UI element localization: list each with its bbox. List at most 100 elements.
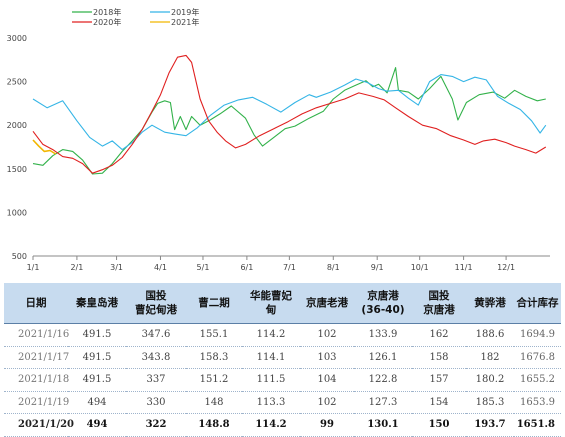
y-tick-label: 1500 <box>7 165 27 174</box>
total-cell: 1653.9 <box>514 391 561 414</box>
value-cell: 127.3 <box>354 391 412 414</box>
series-line-2019年 <box>32 74 547 151</box>
value-cell: 337 <box>126 368 186 392</box>
legend-label: 2021年 <box>171 17 199 27</box>
value-cell: 148 <box>186 391 242 414</box>
value-cell: 322 <box>126 413 186 437</box>
value-cell: 182 <box>466 346 514 369</box>
x-axis: 1/1 2/1 3/1 4/1 5/1 6/1 7/1 8/1 9/1 10/1 11/1 12/1 <box>27 255 550 272</box>
total-cell: 1655.2 <box>514 368 561 392</box>
x-tick-label: 6/1 <box>240 263 253 272</box>
table-header-row: 日期 秦皇岛港 国投 曹妃甸港 曹二期 华能曹妃甸京唐老港 京唐港 (36-40) 国投 京唐港黄… <box>4 283 561 324</box>
column-header: 京唐港 (36-40) <box>354 283 412 324</box>
value-cell: 193.7 <box>466 413 514 437</box>
value-cell: 154 <box>412 391 466 414</box>
y-tick-label: 500 <box>12 252 27 261</box>
x-tick-label: 12/1 <box>497 263 515 272</box>
column-header-text: 甸 <box>265 304 277 316</box>
y-tick-label: 2000 <box>7 121 27 130</box>
table-row: 2021/1/18 491.5 337 151.2 111.5 104 122.8 157 18… <box>4 368 561 392</box>
column-header: 国投 曹妃甸港 <box>126 283 186 324</box>
value-cell: 113.3 <box>242 391 300 414</box>
date-cell: 2021/1/19 <box>4 391 69 414</box>
value-cell: 114.2 <box>242 413 300 437</box>
legend-label: 2018年 <box>93 7 121 17</box>
y-tick-label: 2500 <box>7 78 27 87</box>
value-cell: 114.2 <box>242 323 300 347</box>
column-header-text: 华能曹妃 <box>250 290 292 302</box>
table-row: 2021/1/20 494 322 148.8 114.2 99 130.1 150 193.7… <box>4 413 561 437</box>
column-header: 日期 <box>4 283 68 324</box>
value-cell: 103 <box>300 346 354 369</box>
y-tick-label: 1000 <box>7 208 27 217</box>
x-tick-label: 7/1 <box>283 263 296 272</box>
column-header: 黄骅港 <box>466 283 514 324</box>
value-cell: 330 <box>126 391 186 414</box>
column-header-text: 曹二期 <box>198 297 230 309</box>
column-header-text: 日期 <box>25 297 47 309</box>
value-cell: 158 <box>412 346 466 369</box>
column-header-text: 合计库存 <box>516 297 559 309</box>
value-cell: 122.8 <box>354 368 412 392</box>
value-cell: 114.1 <box>242 346 300 369</box>
value-cell: 494 <box>68 391 126 414</box>
table-row: 2021/1/19 494 330 148 113.3 102 127.3 154 185.3 1… <box>4 391 561 414</box>
total-cell: 1676.8 <box>514 346 561 369</box>
y-tick-label: 3000 <box>7 34 27 43</box>
column-header-text: 京唐港 <box>423 304 455 316</box>
value-cell: 491.5 <box>68 346 126 369</box>
value-cell: 130.1 <box>354 413 412 437</box>
value-cell: 494 <box>68 413 126 437</box>
x-tick-label: 5/1 <box>197 263 210 272</box>
column-header-text: 秦皇岛港 <box>76 297 118 309</box>
column-header: 合计库存 <box>514 283 561 324</box>
series-lines <box>32 54 547 175</box>
x-tick-label: 4/1 <box>154 263 167 272</box>
series-line-2020年 <box>32 54 547 174</box>
x-tick-label: 1/1 <box>27 263 40 272</box>
value-cell: 180.2 <box>466 368 514 392</box>
x-tick-label: 8/1 <box>327 263 340 272</box>
column-header: 国投 京唐港 <box>412 283 466 324</box>
total-cell: 1651.8 <box>514 413 561 437</box>
value-cell: 157 <box>412 368 466 392</box>
inventory-table-container: 日期 秦皇岛港 国投 曹妃甸港 曹二期 华能曹妃甸京唐老港 京唐港 (36-40) 国投 京唐港黄… <box>0 283 565 437</box>
date-cell: 2021/1/18 <box>4 368 69 392</box>
value-cell: 155.1 <box>186 323 242 347</box>
value-cell: 162 <box>412 323 466 347</box>
value-cell: 102 <box>300 391 354 414</box>
column-header-text: (36-40) <box>361 304 405 316</box>
table-row: 2021/1/16 491.5 347.6 155.1 114.2 102 133.9 162… <box>4 323 561 347</box>
value-cell: 133.9 <box>354 323 412 347</box>
inventory-table: 日期 秦皇岛港 国投 曹妃甸港 曹二期 华能曹妃甸京唐老港 京唐港 (36-40) 国投 京唐港黄… <box>4 283 561 437</box>
date-cell: 2021/1/16 <box>4 323 69 347</box>
value-cell: 158.3 <box>186 346 242 369</box>
value-cell: 491.5 <box>68 368 126 392</box>
date-cell: 2021/1/20 <box>4 413 74 437</box>
x-tick-label: 3/1 <box>110 263 123 272</box>
value-cell: 102 <box>300 323 354 347</box>
series-line-2018年 <box>32 67 546 175</box>
chart-svg: 2018年 2019年 2020年 2021年 500 1000 1500 2000 2500… <box>7 7 550 272</box>
value-cell: 148.8 <box>186 413 242 437</box>
table-row: 2021/1/17 491.5 343.8 158.3 114.1 103 126.1 158… <box>4 346 561 369</box>
value-cell: 126.1 <box>354 346 412 369</box>
chart-legend: 2018年 2019年 2020年 2021年 <box>72 7 199 27</box>
legend-label: 2020年 <box>93 17 121 27</box>
series-line-2021年 <box>32 139 57 155</box>
column-header-text: 曹妃甸港 <box>135 304 177 316</box>
value-cell: 151.2 <box>186 368 242 392</box>
x-tick-label: 9/1 <box>371 263 384 272</box>
x-tick-label: 10/1 <box>411 263 429 272</box>
column-header-text: 京唐老港 <box>306 297 348 309</box>
date-cell: 2021/1/17 <box>4 346 69 369</box>
value-cell: 185.3 <box>466 391 514 414</box>
y-axis: 500 1000 1500 2000 2500 3000 <box>7 34 27 261</box>
total-cell: 1694.9 <box>514 323 561 347</box>
column-header: 曹二期 <box>186 283 242 324</box>
value-cell: 491.5 <box>68 323 126 347</box>
column-header: 华能曹妃甸 <box>242 283 300 324</box>
value-cell: 99 <box>300 413 354 437</box>
column-header: 京唐老港 <box>300 283 354 324</box>
x-tick-label: 2/1 <box>70 263 83 272</box>
